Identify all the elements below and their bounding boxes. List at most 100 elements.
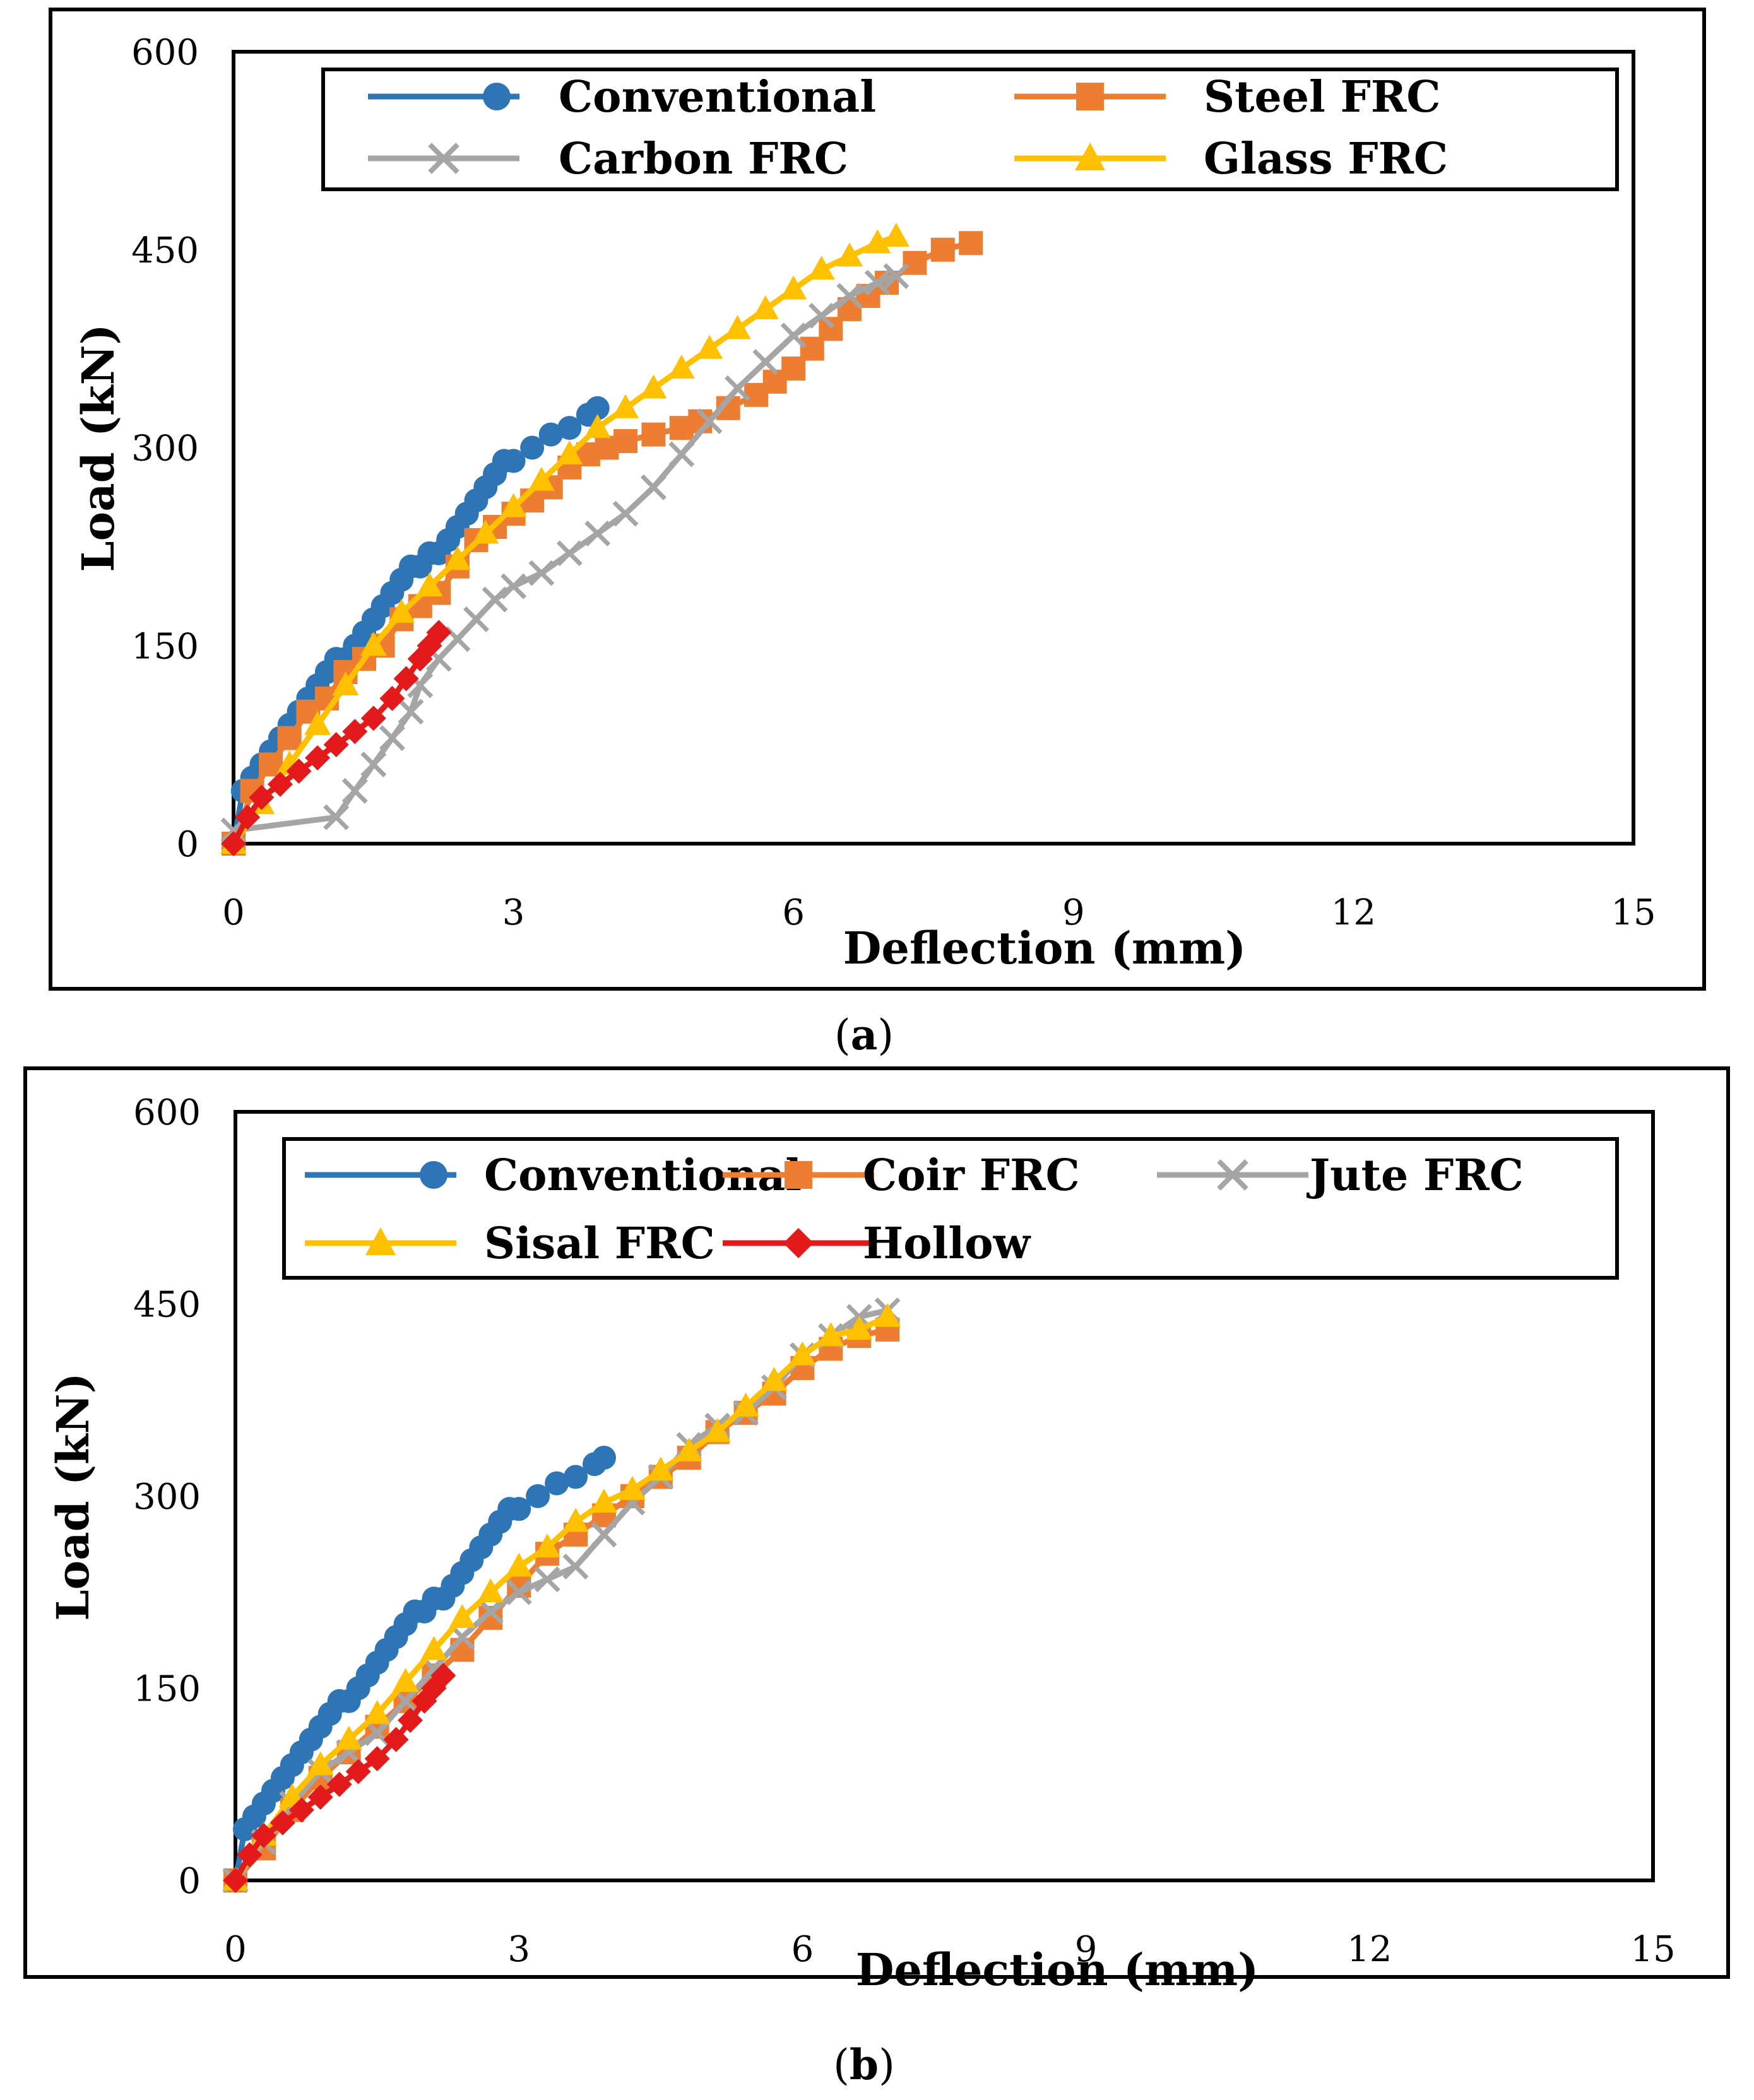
y-tick-label: 150: [131, 626, 199, 667]
data-point: [307, 1784, 333, 1810]
data-point: [379, 725, 405, 752]
series-hollow: [223, 1663, 456, 1893]
y-tick-label: 600: [133, 1092, 201, 1133]
data-point: [341, 777, 368, 804]
svg-text:(a): (a): [834, 1010, 894, 1059]
legend-marker-square: [1076, 83, 1104, 110]
legend-entry-sisal-frc: Sisal FRC: [305, 1218, 715, 1269]
legend-label: Conventional: [559, 72, 876, 122]
data-point: [360, 705, 386, 731]
data-point: [506, 1552, 533, 1577]
data-point: [668, 355, 695, 379]
data-point: [780, 322, 807, 349]
panel-a-series: [220, 222, 983, 856]
data-point: [323, 732, 349, 758]
data-point: [612, 394, 639, 418]
data-point: [477, 1578, 504, 1603]
series-carbon-frc: [220, 263, 910, 844]
legend-label: Jute FRC: [1307, 1150, 1524, 1201]
data-point: [562, 1554, 589, 1580]
legend-entry-jute-frc: Jute FRC: [1157, 1150, 1524, 1201]
legend-label: Sisal FRC: [484, 1218, 715, 1269]
data-point: [732, 1392, 759, 1417]
data-point: [874, 1302, 901, 1327]
data-point: [500, 493, 527, 517]
data-point: [704, 1418, 731, 1442]
data-point: [444, 546, 471, 570]
data-point: [288, 1797, 314, 1823]
data-point: [752, 349, 779, 375]
data-point: [591, 1446, 616, 1470]
panel-a-caption-label: a: [851, 1010, 878, 1059]
data-point: [307, 1751, 334, 1776]
data-point: [619, 1475, 646, 1500]
y-tick-label: 150: [133, 1669, 201, 1710]
data-point: [506, 1579, 532, 1605]
panel-a-legend-box: [321, 68, 1619, 191]
legend-marker-x: [1217, 1159, 1248, 1191]
data-point: [223, 1868, 248, 1893]
data-point: [959, 231, 983, 256]
data-point: [545, 1471, 569, 1495]
panel-b-plot-area: [234, 1110, 1655, 1882]
data-point: [585, 396, 610, 420]
data-point: [270, 1810, 295, 1836]
data-point: [520, 435, 545, 460]
data-point: [930, 237, 955, 262]
data-point: [482, 586, 508, 613]
y-tick-label: 450: [133, 1285, 201, 1326]
data-point: [675, 1437, 702, 1461]
x-tick-label: 12: [1331, 892, 1376, 933]
data-point: [564, 1465, 588, 1489]
data-point: [647, 1456, 674, 1481]
x-tick-label: 6: [791, 1929, 814, 1970]
data-point: [590, 1489, 617, 1513]
data-point: [249, 784, 275, 810]
legend-entry-conventional: Conventional: [368, 72, 876, 122]
data-point: [383, 1726, 409, 1752]
data-point: [883, 263, 910, 290]
data-point: [613, 429, 638, 454]
panel-b-series: [222, 1297, 901, 1894]
data-point: [398, 699, 424, 725]
data-point: [235, 805, 261, 830]
data-point: [305, 745, 331, 771]
data-point: [817, 1322, 844, 1347]
data-point: [640, 474, 667, 500]
data-point: [903, 251, 927, 275]
data-point: [277, 726, 302, 750]
data-point: [379, 685, 405, 711]
x-tick-label: 3: [502, 892, 525, 933]
data-point: [780, 275, 807, 300]
y-tick-label: 0: [178, 1861, 201, 1902]
data-point: [846, 1316, 873, 1340]
x-tick-label: 6: [782, 892, 805, 933]
x-tick-label: 15: [1630, 1929, 1675, 1970]
data-point: [416, 572, 443, 597]
data-point: [267, 771, 293, 797]
legend-entry-hollow: Hollow: [723, 1218, 1031, 1269]
panel-a-y-axis-label: Load (kN): [72, 324, 124, 572]
panel-a-caption: (a): [834, 1010, 894, 1059]
panel-b-x-axis-label: Deflection (mm): [856, 1944, 1259, 1996]
x-tick-label: 9: [1062, 892, 1085, 933]
legend-entry-carbon-frc: Carbon FRC: [368, 134, 848, 184]
y-tick-label: 300: [133, 1477, 201, 1518]
data-point: [836, 242, 863, 267]
legend-entry-steel-frc: Steel FRC: [1014, 72, 1440, 122]
x-tick-label: 3: [507, 1929, 530, 1970]
data-point: [237, 1842, 263, 1868]
legend-marker-circle: [420, 1161, 447, 1189]
legend-marker-triangle: [365, 1227, 396, 1255]
panel-b-legend-box: [282, 1137, 1619, 1280]
data-point: [528, 466, 555, 491]
data-point: [808, 256, 835, 280]
data-point: [251, 1822, 276, 1848]
data-point: [882, 222, 910, 247]
x-tick-label: 15: [1611, 892, 1656, 933]
data-point: [360, 752, 387, 777]
data-point: [388, 598, 415, 623]
